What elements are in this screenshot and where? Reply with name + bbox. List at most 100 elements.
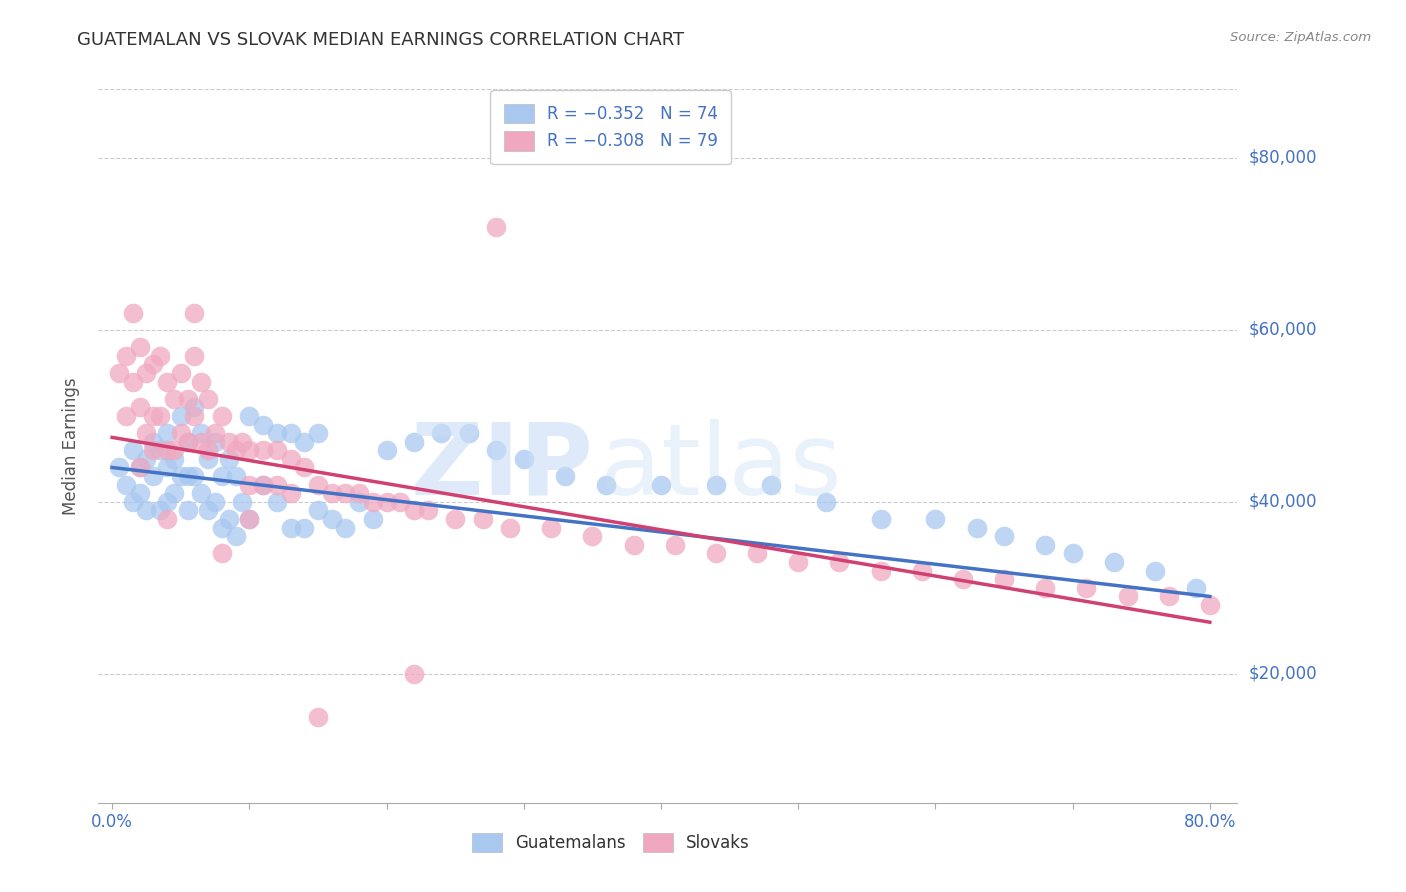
Point [163,451,186,466]
Point [499,521,522,535]
Point [197,503,219,517]
Point [135,503,157,517]
Point [156,512,179,526]
Point [704,546,727,560]
Point [993,529,1015,543]
Point [375,443,398,458]
Point [142,434,165,449]
Point [156,495,179,509]
Point [121,375,143,389]
Point [183,469,205,483]
Point [128,401,150,415]
Point [183,409,205,423]
Point [190,375,212,389]
Point [266,426,288,441]
Point [238,512,260,526]
Point [1143,564,1166,578]
Point [402,666,425,681]
Point [307,503,329,517]
Point [204,495,226,509]
Point [389,495,412,509]
Point [128,340,150,354]
Point [869,564,891,578]
Legend: Guatemalans, Slovaks: Guatemalans, Slovaks [465,826,756,859]
Point [142,409,165,423]
Point [307,477,329,491]
Text: $40,000: $40,000 [1249,493,1317,511]
Point [176,503,198,517]
Point [402,434,425,449]
Point [828,555,851,569]
Point [252,417,274,432]
Point [225,529,247,543]
Point [321,512,343,526]
Point [280,426,302,441]
Point [170,469,193,483]
Point [430,426,453,441]
Point [1076,581,1098,595]
Point [1033,581,1056,595]
Point [321,486,343,500]
Point [292,521,315,535]
Point [993,572,1015,586]
Point [149,503,172,517]
Point [307,426,329,441]
Point [335,486,357,500]
Point [218,434,240,449]
Point [135,451,157,466]
Point [115,477,138,491]
Point [197,443,219,458]
Point [211,521,233,535]
Point [471,512,494,526]
Point [170,409,193,423]
Point [581,529,603,543]
Point [347,495,370,509]
Point [238,409,260,423]
Point [218,451,240,466]
Point [650,477,672,491]
Text: Source: ZipAtlas.com: Source: ZipAtlas.com [1230,31,1371,45]
Point [252,477,274,491]
Point [149,443,172,458]
Point [108,460,131,475]
Point [745,546,768,560]
Point [115,409,138,423]
Point [1062,546,1084,560]
Point [280,451,302,466]
Point [814,495,837,509]
Point [211,409,233,423]
Point [211,469,233,483]
Point [156,443,179,458]
Point [402,503,425,517]
Point [238,477,260,491]
Point [1157,590,1180,604]
Text: GUATEMALAN VS SLOVAK MEDIAN EARNINGS CORRELATION CHART: GUATEMALAN VS SLOVAK MEDIAN EARNINGS COR… [77,31,685,49]
Point [176,434,198,449]
Point [280,486,302,500]
Point [149,349,172,363]
Point [142,469,165,483]
Point [142,357,165,371]
Point [211,546,233,560]
Point [204,434,226,449]
Text: atlas: atlas [599,419,841,516]
Point [156,375,179,389]
Point [347,486,370,500]
Point [485,219,508,234]
Point [238,512,260,526]
Point [176,434,198,449]
Point [554,469,576,483]
Point [108,366,131,380]
Point [190,486,212,500]
Point [197,392,219,406]
Point [238,443,260,458]
Point [623,538,645,552]
Point [485,443,508,458]
Point [924,512,946,526]
Point [163,392,186,406]
Point [704,477,727,491]
Point [128,486,150,500]
Point [115,349,138,363]
Point [280,521,302,535]
Point [1102,555,1125,569]
